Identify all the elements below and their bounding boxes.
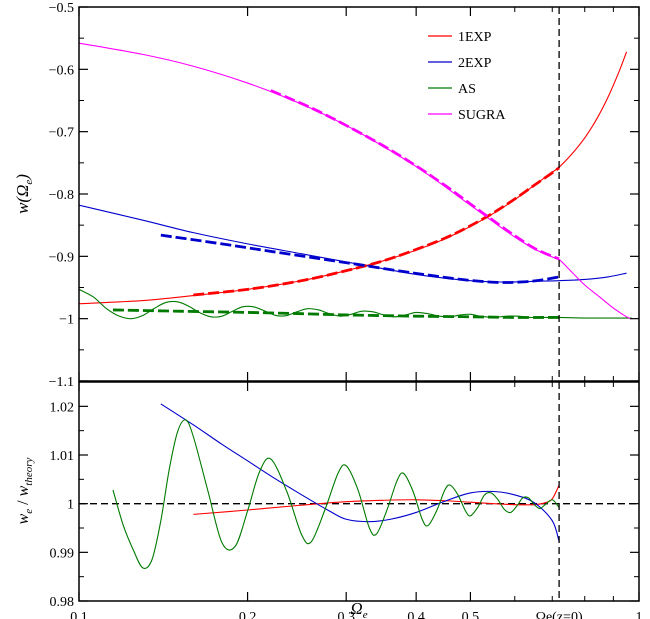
bottom-y-axis: 0.98 0.99 1 1.01 1.02 [50,400,639,610]
top-y-axis-label: w(Ωe) [13,174,35,214]
bottom-x-axis-label: Ωe [350,599,367,619]
bottom-x-label-sub: e [363,609,368,619]
top-series-layer [79,42,632,320]
legend-label-as: AS [458,82,476,97]
bottom-y-label-w1: w [15,513,32,524]
bottom-y-label-sub2: theory [23,457,35,485]
series-line-sugra [79,42,632,320]
bottom-panel: 0.98 0.99 1 1.01 1.02 0.1 0.2 0.3 0.4 0.5 1 we / … [15,381,643,619]
top-y-label-omega: Ω [13,185,32,197]
bottom-xtick-label: 1 [636,610,643,619]
top-panel-frame [78,6,640,382]
bottom-panel-frame [78,381,640,602]
ratio-line-as [112,419,560,569]
top-x-ticks [78,7,640,381]
bottom-series-layer [112,403,560,569]
bottom-y-label-sub1: e [23,509,35,514]
bottom-x-axis: 0.1 0.2 0.3 0.4 0.5 1 [70,382,643,619]
bottom-xtick-label: 0.1 [70,610,88,619]
top-ytick-label: −1.1 [49,375,74,390]
top-y-axis: −1.1 −1 −0.9 −0.8 −0.7 −0.6 −0.5 [49,1,639,390]
legend: 1EXP 2EXP AS SUGRA [428,30,506,123]
series-line-2exp [79,204,627,283]
top-ytick-label: −0.6 [49,63,74,78]
bottom-x-label-omega: Ω [350,599,362,618]
bottom-xtick-label: 0.3 [337,610,355,619]
fit-line-2exp [160,233,560,284]
top-ytick-label: −0.8 [49,188,74,203]
bottom-y-axis-label: we / wtheory [15,457,35,524]
fit-line-as [112,308,560,319]
legend-label-2exp: 2EXP [458,56,492,71]
top-panel: −1.1 −1 −0.9 −0.8 −0.7 −0.6 −0.5 w(Ωe) 1EXP 2EX… [13,1,640,390]
top-y-label-close: ) [13,174,32,181]
bottom-ytick-label: 1 [67,498,74,513]
bottom-y-label-slash: / [15,496,32,508]
top-y-label-main: w( [13,196,32,214]
ratio-line-1exp [193,484,560,515]
top-ytick-label: −0.5 [49,1,74,16]
top-ytick-label: −0.9 [49,250,74,265]
bottom-ytick-label: 0.99 [50,546,75,561]
legend-label-1exp: 1EXP [458,30,492,45]
ratio-line-2exp [160,403,560,542]
bottom-xtick-label: 0.5 [462,610,480,619]
bottom-ytick-label: 0.98 [50,595,75,610]
top-ytick-label: −1 [59,313,74,328]
series-line-as [79,288,632,320]
fit-line-sugra [270,89,560,261]
legend-label-sugra: SUGRA [458,108,506,123]
bottom-xtick-label: 0.2 [239,610,257,619]
bottom-xtick-label: 0.4 [407,610,425,619]
bottom-ytick-label: 1.02 [50,400,75,415]
top-ytick-label: −0.7 [49,126,74,141]
omega-today-label: Ωe(z=0) [536,610,583,619]
fit-line-1exp [193,166,560,297]
bottom-y-label-w2: w [15,485,32,496]
top-y-label-sub: e [23,180,35,185]
bottom-ytick-label: 1.01 [50,449,75,464]
